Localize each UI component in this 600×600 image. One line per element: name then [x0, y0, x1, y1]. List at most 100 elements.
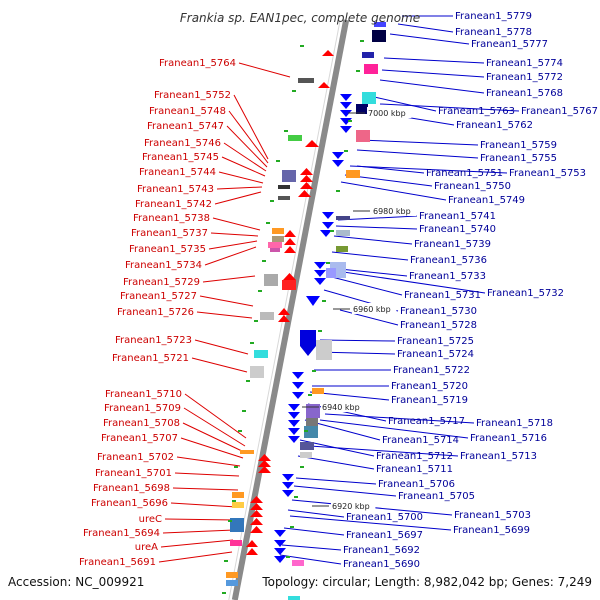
gene-arrow-forward [250, 496, 263, 503]
right-gene-label[interactable]: Franean1_5768 [486, 88, 563, 99]
right-leader-line [379, 79, 485, 94]
gene-block [304, 426, 318, 438]
right-gene-label[interactable]: Franean1_5739 [414, 239, 491, 250]
left-gene-label[interactable]: Franean1_5752 [154, 90, 231, 101]
left-gene-label[interactable]: Franean1_5738 [133, 213, 210, 224]
left-leader-line [160, 539, 234, 548]
right-gene-label[interactable]: Franean1_5690 [343, 559, 420, 570]
left-gene-label[interactable]: Franean1_5743 [137, 184, 214, 195]
right-gene-label[interactable]: Franean1_5717 [388, 416, 465, 427]
right-gene-label[interactable]: Franean1_5763 [438, 106, 515, 117]
right-gene-label[interactable]: Franean1_5767 [521, 106, 598, 117]
left-gene-label[interactable]: Franean1_5723 [115, 335, 192, 346]
left-gene-label[interactable]: Franean1_5721 [112, 353, 189, 364]
left-gene-label[interactable]: Franean1_5748 [149, 106, 226, 117]
left-gene-label[interactable]: Franean1_5742 [135, 199, 212, 210]
right-gene-label[interactable]: Franean1_5774 [486, 58, 563, 69]
right-gene-label[interactable]: Franean1_5697 [346, 530, 423, 541]
right-gene-label[interactable]: Franean1_5772 [486, 72, 563, 83]
gene-tick [348, 120, 352, 122]
right-gene-label[interactable]: Franean1_5753 [509, 168, 586, 179]
left-gene-label[interactable]: Franean1_5737 [131, 228, 208, 239]
right-gene-label[interactable]: Franean1_5730 [400, 306, 477, 317]
left-gene-label[interactable]: Franean1_5729 [123, 277, 200, 288]
right-gene-label[interactable]: Franean1_5706 [378, 479, 455, 490]
left-leader-line [223, 142, 267, 172]
right-gene-label[interactable]: Franean1_5732 [487, 288, 564, 299]
gene-block [300, 442, 314, 450]
gene-block [264, 274, 278, 286]
left-gene-label[interactable]: Franean1_5747 [147, 121, 224, 132]
gene-block [250, 366, 264, 378]
right-gene-label[interactable]: Franean1_5714 [382, 435, 459, 446]
right-gene-label[interactable]: Franean1_5750 [434, 181, 511, 192]
left-gene-label[interactable]: Franean1_5709 [104, 403, 181, 414]
left-gene-label[interactable]: Franean1_5764 [159, 58, 236, 69]
right-gene-label[interactable]: Franean1_5716 [470, 433, 547, 444]
right-gene-label[interactable]: Franean1_5733 [409, 271, 486, 282]
gene-tick [312, 370, 316, 372]
left-gene-label[interactable]: Franean1_5727 [120, 291, 197, 302]
right-gene-label[interactable]: Franean1_5778 [455, 27, 532, 38]
right-gene-label[interactable]: Franean1_5740 [419, 224, 496, 235]
left-gene-label[interactable]: Franean1_5734 [125, 260, 202, 271]
left-gene-label[interactable]: Franean1_5708 [103, 418, 180, 429]
right-gene-label[interactable]: Franean1_5779 [455, 11, 532, 22]
right-gene-label[interactable]: Franean1_5700 [346, 512, 423, 523]
right-gene-label[interactable]: Franean1_5762 [456, 120, 533, 131]
right-gene-label[interactable]: Franean1_5705 [398, 491, 475, 502]
right-gene-label[interactable]: Franean1_5725 [397, 336, 474, 347]
left-leader-line [204, 246, 257, 266]
gene-arrow-reverse [340, 94, 352, 101]
gene-block [270, 248, 280, 252]
left-gene-label[interactable]: Franean1_5702 [97, 452, 174, 463]
left-gene-label[interactable]: Franean1_5694 [83, 528, 160, 539]
right-gene-label[interactable]: Franean1_5751 [426, 168, 503, 179]
left-leader-line [182, 422, 245, 453]
left-gene-label[interactable]: Franean1_5726 [117, 307, 194, 318]
right-gene-label[interactable]: Franean1_5728 [400, 320, 477, 331]
right-gene-label[interactable]: Franean1_5692 [343, 545, 420, 556]
right-gene-label[interactable]: Franean1_5724 [397, 349, 474, 360]
right-gene-label[interactable]: Franean1_5718 [476, 418, 553, 429]
gene-tick [300, 466, 304, 468]
left-gene-label[interactable]: Franean1_5746 [144, 138, 221, 149]
right-leader-line [381, 69, 485, 78]
right-gene-label[interactable]: Franean1_5736 [410, 255, 487, 266]
left-gene-label[interactable]: ureC [139, 514, 162, 525]
gene-block [272, 228, 284, 234]
left-leader-line [228, 110, 269, 164]
left-gene-label[interactable]: Franean1_5707 [101, 433, 178, 444]
right-gene-label[interactable]: Franean1_5741 [419, 211, 496, 222]
right-gene-label[interactable]: Franean1_5731 [404, 290, 481, 301]
right-leader-line [281, 544, 342, 551]
right-gene-label[interactable]: Franean1_5711 [376, 464, 453, 475]
right-gene-label[interactable]: Franean1_5713 [460, 451, 537, 462]
right-gene-label[interactable]: Franean1_5703 [454, 510, 531, 521]
right-leader-line [359, 139, 479, 146]
right-gene-label[interactable]: Franean1_5712 [376, 451, 453, 462]
right-gene-label[interactable]: Franean1_5699 [453, 525, 530, 536]
left-gene-label[interactable]: ureA [135, 542, 158, 553]
right-gene-label[interactable]: Franean1_5749 [448, 195, 525, 206]
right-leader-line [293, 485, 397, 497]
right-gene-label[interactable]: Franean1_5720 [391, 381, 468, 392]
gene-block [288, 135, 302, 141]
left-gene-label[interactable]: Franean1_5710 [105, 389, 182, 400]
left-gene-label[interactable]: Franean1_5744 [139, 167, 216, 178]
right-gene-label[interactable]: Franean1_5777 [471, 39, 548, 50]
left-gene-label[interactable]: Franean1_5698 [93, 483, 170, 494]
right-gene-label[interactable]: Franean1_5759 [480, 140, 557, 151]
right-gene-label[interactable]: Franean1_5722 [393, 365, 470, 376]
gene-block [254, 350, 268, 358]
gene-block [282, 280, 296, 290]
left-leader-line [218, 171, 264, 184]
left-gene-label[interactable]: Franean1_5691 [79, 557, 156, 568]
left-gene-label[interactable]: Franean1_5701 [95, 468, 172, 479]
left-gene-label[interactable]: Franean1_5745 [142, 152, 219, 163]
right-gene-label[interactable]: Franean1_5755 [480, 153, 557, 164]
gene-labels: Franean1_5764 Franean1_5752 Franean1_5748 F… [79, 11, 598, 570]
left-gene-label[interactable]: Franean1_5735 [129, 244, 206, 255]
left-gene-label[interactable]: Franean1_5696 [91, 498, 168, 509]
right-gene-label[interactable]: Franean1_5719 [391, 395, 468, 406]
